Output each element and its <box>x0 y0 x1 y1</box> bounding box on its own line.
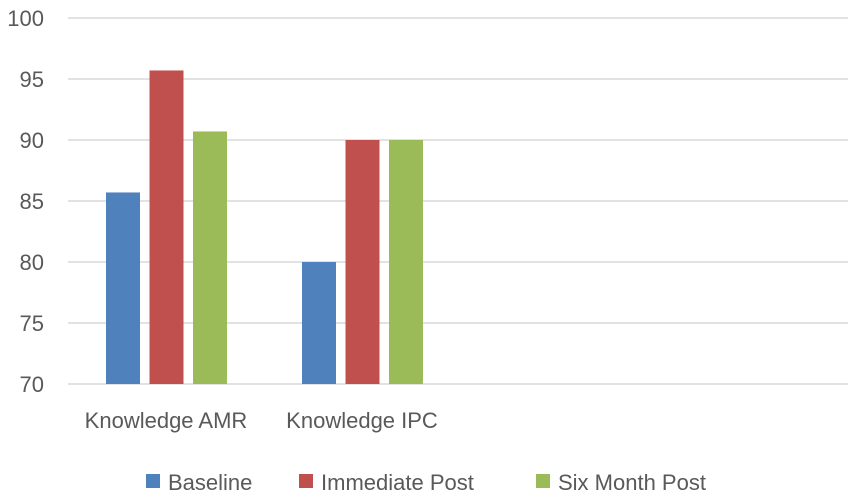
y-tick-label: 70 <box>20 372 44 397</box>
bars <box>106 70 423 385</box>
y-tick-label: 75 <box>20 311 44 336</box>
y-axis-ticks: 70 75 80 85 90 95 100 <box>7 6 44 397</box>
bar-six-month-post-1 <box>389 140 423 384</box>
x-category-label: Knowledge AMR <box>85 408 248 433</box>
y-tick-label: 85 <box>20 189 44 214</box>
bar-baseline-0 <box>106 192 140 384</box>
x-axis-categories: Knowledge AMR Knowledge IPC <box>85 408 438 433</box>
y-tick-label: 80 <box>20 250 44 275</box>
legend-label: Baseline <box>168 470 252 495</box>
bar-baseline-1 <box>302 262 336 384</box>
y-tick-label: 90 <box>20 128 44 153</box>
legend-label: Immediate Post <box>321 470 474 495</box>
legend: Baseline Immediate Post Six Month Post <box>146 470 706 495</box>
legend-label: Six Month Post <box>558 470 706 495</box>
y-tick-label: 100 <box>7 6 44 31</box>
bar-immediate-post-1 <box>345 140 380 384</box>
legend-swatch <box>146 474 160 488</box>
x-category-label: Knowledge IPC <box>286 408 438 433</box>
grid-layer <box>68 17 848 385</box>
y-tick-label: 95 <box>20 67 44 92</box>
legend-swatch <box>299 474 313 488</box>
legend-swatch <box>536 474 550 488</box>
bar-immediate-post-0 <box>149 70 184 385</box>
bar-six-month-post-0 <box>193 131 227 384</box>
